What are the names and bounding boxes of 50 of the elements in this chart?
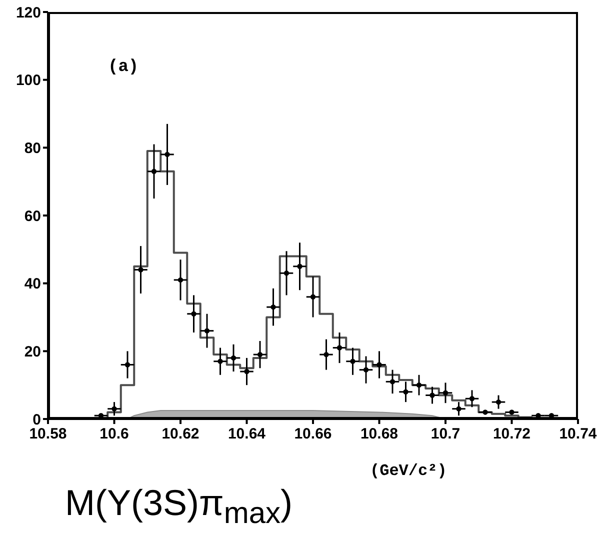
text: M(Υ(3S)π$_{max}$) <box>65 482 293 532</box>
x-tick-label: 10.74 <box>559 426 598 443</box>
point <box>363 367 369 372</box>
x-tick-label: 10.64 <box>228 426 266 443</box>
point <box>416 382 422 388</box>
y-tick-label: 120 <box>16 4 41 22</box>
annotation: (a) <box>108 58 139 77</box>
point <box>138 267 144 272</box>
y-tick-label: 40 <box>24 276 41 293</box>
point <box>390 379 396 384</box>
x-tick-label: 10.58 <box>29 426 67 443</box>
y-tick-label: 20 <box>24 343 41 360</box>
x-tick-label: 10.7 <box>430 426 460 443</box>
x-tick-label: 10.66 <box>294 426 332 443</box>
x-tick-label: 10.6 <box>100 426 129 443</box>
point <box>376 362 382 368</box>
point <box>297 264 302 269</box>
point <box>270 304 276 310</box>
y-tick-label: 0 <box>32 411 41 428</box>
point <box>230 355 236 361</box>
point <box>350 358 356 364</box>
point <box>112 406 117 412</box>
x-tick-label: 10.68 <box>360 426 398 443</box>
point <box>310 294 316 300</box>
point <box>218 358 223 364</box>
point <box>284 270 290 276</box>
point <box>403 389 408 394</box>
point <box>178 277 184 283</box>
y-tick-label: 100 <box>16 72 41 90</box>
y-tick-label: 60 <box>24 208 41 225</box>
point <box>191 311 196 316</box>
point <box>244 368 250 374</box>
x-axis-title: (GeV/c²) <box>370 462 447 480</box>
point <box>204 328 210 334</box>
point <box>442 390 448 396</box>
point <box>257 352 263 358</box>
point <box>336 345 342 350</box>
x-tick-label: 10.62 <box>162 426 200 443</box>
point <box>509 410 514 415</box>
point <box>324 352 329 358</box>
point <box>456 406 462 412</box>
point <box>482 410 488 415</box>
point <box>469 396 475 402</box>
point <box>496 399 502 405</box>
point <box>124 362 130 368</box>
point <box>164 152 170 158</box>
point <box>430 392 435 398</box>
y-tick-label: 80 <box>24 140 41 157</box>
point <box>151 168 157 174</box>
x-tick-label: 10.72 <box>492 426 531 443</box>
